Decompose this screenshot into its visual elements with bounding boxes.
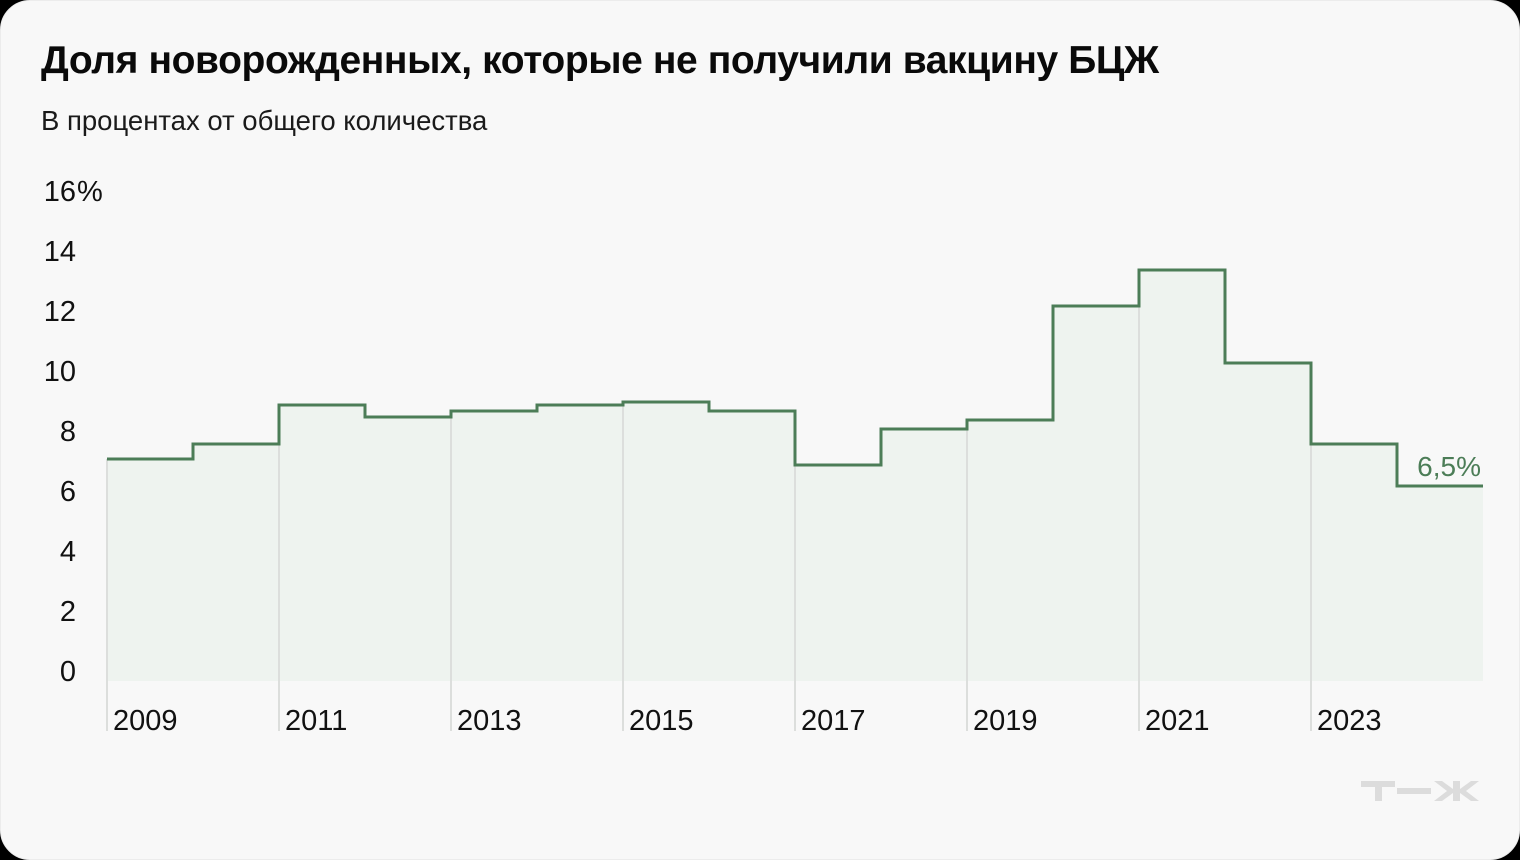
y-tick-label: 10 bbox=[44, 356, 76, 388]
x-tick-label: 2009 bbox=[113, 705, 178, 737]
x-tick-label: 2015 bbox=[629, 705, 694, 737]
y-tick-label: 2 bbox=[60, 596, 76, 628]
tzh-logo-icon bbox=[1361, 781, 1479, 801]
y-tick-label: 0 bbox=[60, 656, 76, 688]
last-value-label: 6,5% bbox=[1417, 451, 1481, 482]
step-line bbox=[107, 268, 1483, 488]
vertical-gridlines bbox=[106, 306, 1312, 731]
x-tick-label: 2023 bbox=[1317, 705, 1382, 737]
y-tick-label: 4 bbox=[60, 536, 76, 568]
y-tick-label: 14 bbox=[44, 236, 76, 268]
x-axis: 2009 2011 2013 2015 2017 2019 2021 2023 bbox=[113, 705, 1382, 737]
y-tick-label: 16 bbox=[44, 176, 76, 208]
y-tick-label: 6 bbox=[60, 476, 76, 508]
y-axis: 0 2 4 6 8 10 12 14 16% bbox=[44, 176, 103, 688]
x-tick-label: 2011 bbox=[285, 705, 347, 737]
x-tick-label: 2017 bbox=[801, 705, 866, 737]
y-tick-label: 12 bbox=[44, 296, 76, 328]
x-tick-label: 2019 bbox=[973, 705, 1038, 737]
chart-subtitle: В процентах от общего количества bbox=[41, 105, 488, 136]
series-line bbox=[107, 268, 1483, 488]
x-tick-label: 2021 bbox=[1145, 705, 1210, 737]
chart-title: Доля новорожденных, которые не получили … bbox=[41, 39, 1159, 82]
y-tick-label: 8 bbox=[60, 416, 76, 448]
y-tick-suffix: % bbox=[77, 176, 103, 208]
x-tick-label: 2013 bbox=[457, 705, 522, 737]
annotations: 6,5% bbox=[1417, 451, 1481, 482]
